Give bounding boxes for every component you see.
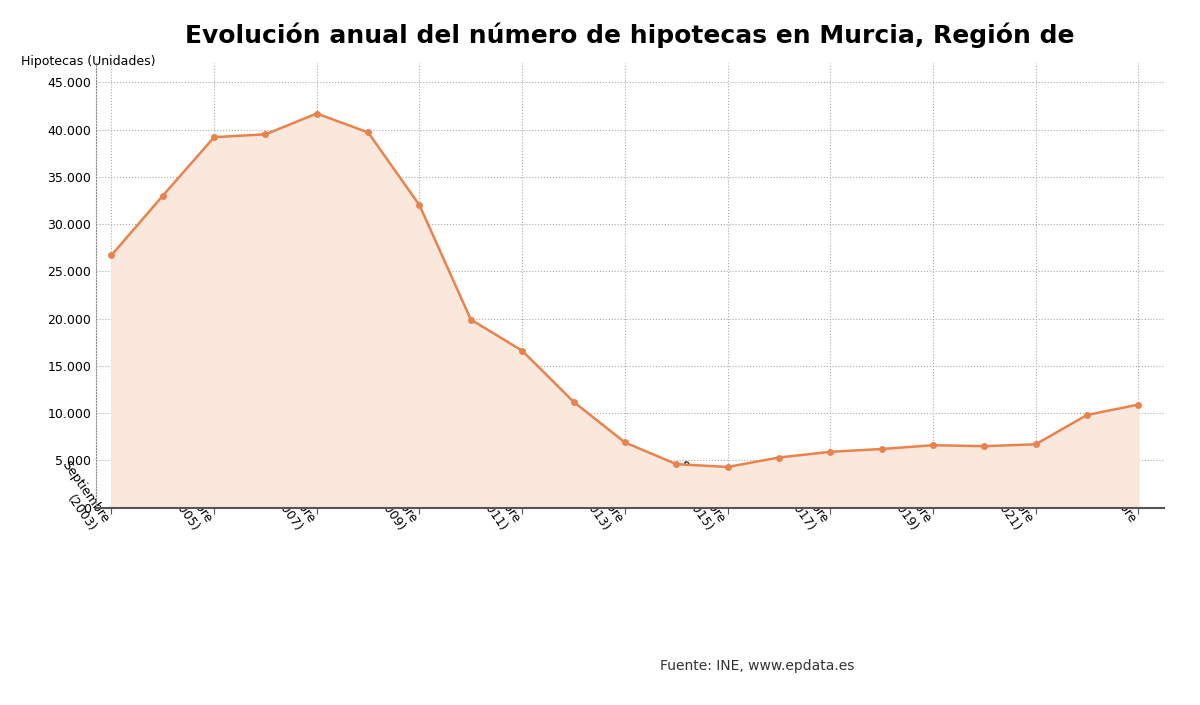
Text: Fuente: INE, www.epdata.es: Fuente: INE, www.epdata.es	[660, 659, 854, 673]
Point	[821, 446, 840, 458]
Y-axis label: Hipotecas (Unidades): Hipotecas (Unidades)	[22, 54, 156, 68]
Title: Evolución anual del número de hipotecas en Murcia, Región de: Evolución anual del número de hipotecas …	[185, 22, 1075, 48]
Point	[204, 132, 223, 143]
Point	[1026, 439, 1045, 450]
Point	[769, 452, 788, 463]
Point	[564, 396, 583, 407]
Point	[1078, 410, 1097, 421]
Point	[461, 314, 480, 325]
Point	[410, 200, 430, 211]
Point	[359, 127, 378, 138]
Point	[616, 437, 635, 448]
Point	[974, 441, 994, 452]
Point	[256, 129, 275, 140]
Point	[923, 440, 942, 451]
Point	[307, 108, 326, 119]
Point	[154, 190, 173, 202]
Point	[872, 443, 892, 455]
Point	[512, 345, 532, 356]
Point	[667, 458, 686, 470]
Point	[718, 461, 737, 472]
Point	[1129, 399, 1148, 410]
Point	[102, 250, 121, 261]
